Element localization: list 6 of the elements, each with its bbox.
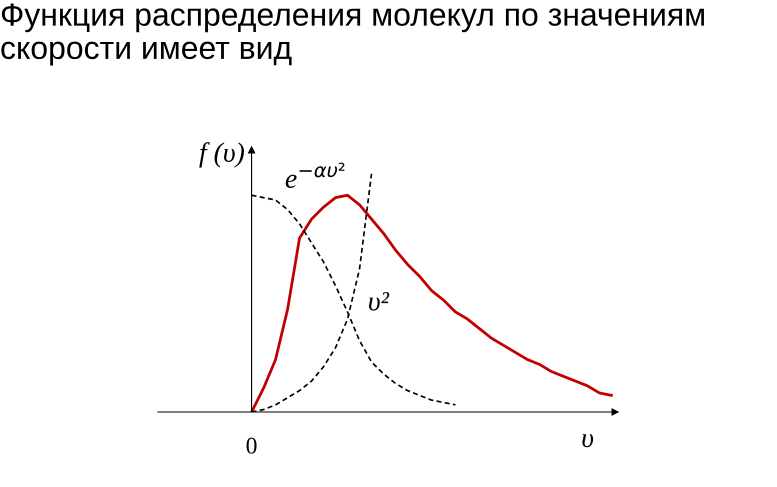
y-axis-title: f (υ) (199, 142, 244, 168)
series-label: υ² (369, 292, 390, 311)
chart-title: Функция распределения молекул по значениям скорости имеет вид (1, 3, 704, 66)
series-label: e$^{−αυ²}$ (286, 162, 344, 188)
x-axis-title: υ (582, 434, 594, 448)
text: 0 (246, 438, 257, 454)
